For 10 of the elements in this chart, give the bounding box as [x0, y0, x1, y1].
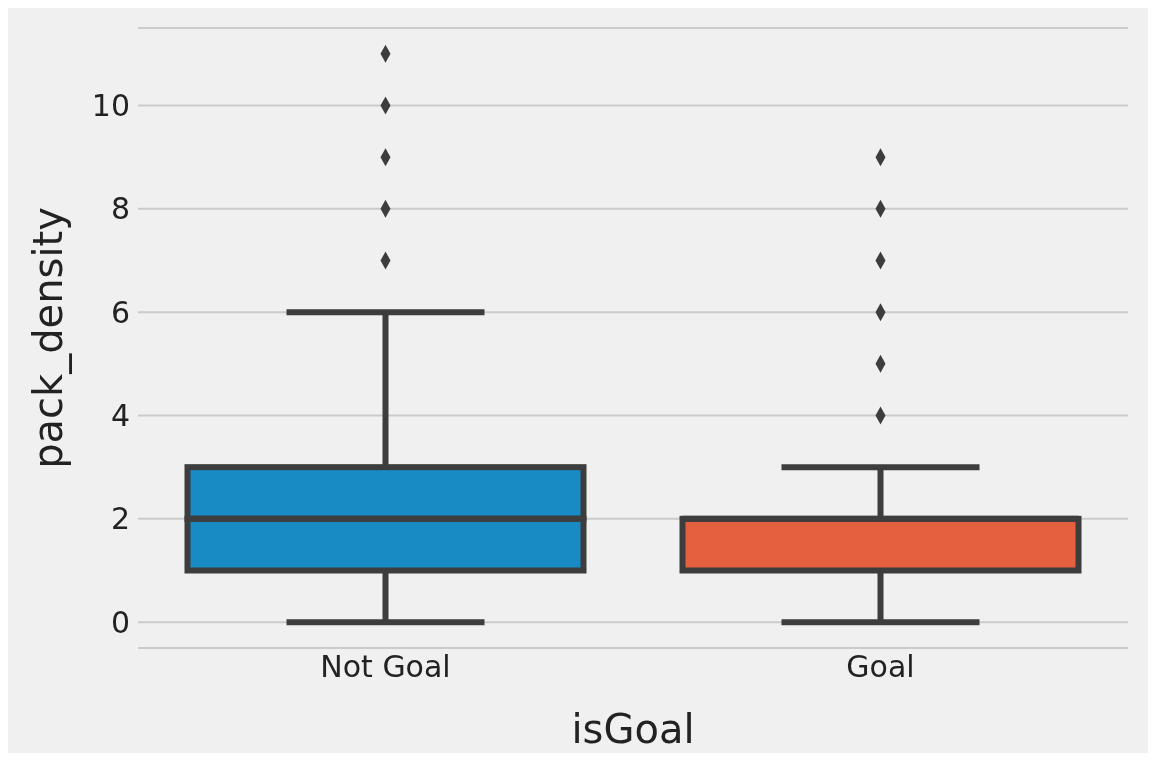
y-tick-label: 8	[110, 191, 130, 227]
y-axis-title: pack_density	[25, 207, 73, 469]
x-tick-label: Goal	[846, 649, 915, 685]
y-tick-label: 6	[110, 294, 130, 330]
x-axis-title: isGoal	[571, 706, 695, 752]
y-tick-label: 10	[91, 88, 130, 124]
y-tick-label: 4	[110, 398, 130, 434]
x-tick-label: Not Goal	[320, 649, 451, 685]
y-tick-label: 0	[110, 604, 130, 640]
y-tick-label: 2	[110, 501, 130, 537]
